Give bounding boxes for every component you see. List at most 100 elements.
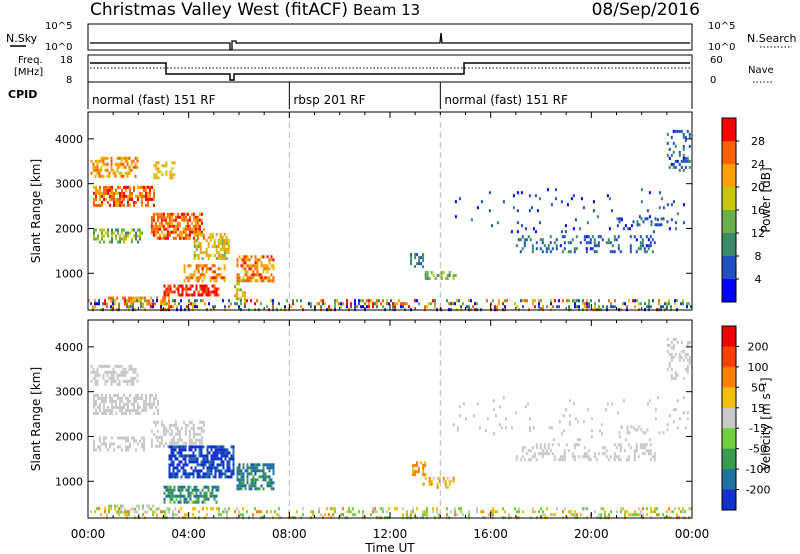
data-cell	[250, 469, 253, 473]
data-cell	[160, 230, 163, 234]
data-cell	[118, 302, 121, 306]
data-cell	[547, 443, 550, 447]
data-cell	[138, 504, 141, 508]
data-cell	[352, 513, 354, 517]
data-cell	[260, 510, 262, 514]
data-cell	[550, 302, 552, 306]
data-cell	[104, 510, 106, 514]
data-cell	[174, 302, 176, 306]
data-cell	[541, 241, 544, 245]
data-cell	[468, 513, 470, 517]
data-cell	[213, 290, 216, 294]
data-cell	[213, 279, 216, 283]
data-cell	[256, 261, 259, 265]
data-cell	[547, 446, 550, 450]
data-cell	[583, 452, 586, 456]
data-cell	[238, 472, 241, 476]
data-cell	[125, 185, 127, 189]
data-cell	[608, 197, 611, 201]
data-cell	[428, 482, 431, 486]
data-cell	[194, 218, 197, 222]
data-cell	[486, 299, 488, 303]
data-cell	[115, 402, 117, 406]
data-cell	[154, 221, 157, 225]
data-cell	[171, 173, 174, 177]
data-cell	[540, 299, 542, 303]
data-cell	[156, 224, 159, 228]
data-cell	[196, 218, 199, 222]
data-cell	[162, 236, 165, 240]
data-cell	[688, 135, 691, 139]
data-cell	[172, 218, 175, 222]
data-cell	[545, 449, 548, 453]
noise-tick-top-left: 10^5	[45, 21, 72, 32]
data-cell	[218, 507, 220, 511]
data-cell	[252, 475, 255, 479]
data-cell	[670, 305, 672, 309]
data-cell	[172, 227, 175, 231]
data-cell	[98, 168, 101, 172]
data-cell	[93, 448, 95, 452]
data-cell	[170, 212, 173, 216]
data-cell	[414, 299, 416, 303]
data-cell	[171, 161, 174, 165]
data-cell	[651, 238, 654, 242]
beam-label: Beam 13	[353, 1, 420, 19]
data-cell	[180, 233, 183, 237]
data-cell	[189, 293, 192, 297]
data-cell	[180, 212, 183, 216]
data-cell	[190, 457, 193, 461]
data-cell	[123, 234, 125, 238]
data-cell	[686, 343, 689, 347]
data-cell	[140, 305, 142, 309]
data-cell	[105, 396, 107, 400]
data-cell	[111, 442, 113, 446]
data-cell	[121, 448, 123, 452]
data-cell	[617, 235, 620, 239]
data-cell	[250, 299, 252, 303]
data-cell	[584, 305, 586, 309]
data-cell	[153, 188, 155, 192]
data-cell	[676, 373, 679, 377]
data-cell	[232, 454, 235, 458]
data-cell	[155, 173, 158, 177]
data-cell	[146, 504, 149, 508]
data-cell	[639, 446, 642, 450]
data-cell	[604, 510, 606, 514]
data-cell	[668, 165, 671, 169]
data-cell	[196, 299, 198, 303]
data-cell	[598, 513, 600, 517]
data-cell	[633, 449, 636, 453]
data-cell	[202, 429, 205, 433]
data-cell	[634, 305, 636, 309]
data-cell	[224, 448, 227, 452]
data-cell	[600, 507, 602, 511]
data-cell	[207, 488, 210, 492]
data-cell	[188, 215, 191, 219]
data-cell	[210, 454, 213, 458]
data-cell	[420, 256, 423, 260]
data-cell	[232, 466, 235, 470]
data-cell	[224, 475, 227, 479]
data-cell	[578, 227, 581, 231]
colorbar-frame	[721, 325, 737, 511]
data-cell	[184, 236, 187, 240]
data-cell	[172, 224, 175, 228]
data-cell	[181, 284, 184, 288]
data-cell	[170, 448, 173, 452]
data-cell	[205, 254, 208, 257]
data-cell	[626, 510, 628, 514]
data-cell	[158, 224, 161, 228]
data-cell	[193, 488, 196, 492]
data-cell	[94, 168, 97, 172]
data-cell	[140, 299, 142, 303]
data-cell	[230, 302, 232, 306]
data-cell	[238, 282, 240, 286]
data-cell	[113, 191, 115, 195]
data-cell	[93, 399, 95, 403]
data-cell	[128, 379, 131, 383]
data-cell	[189, 276, 192, 280]
data-cell	[202, 236, 205, 240]
data-cell	[208, 463, 211, 467]
data-cell	[292, 299, 294, 303]
